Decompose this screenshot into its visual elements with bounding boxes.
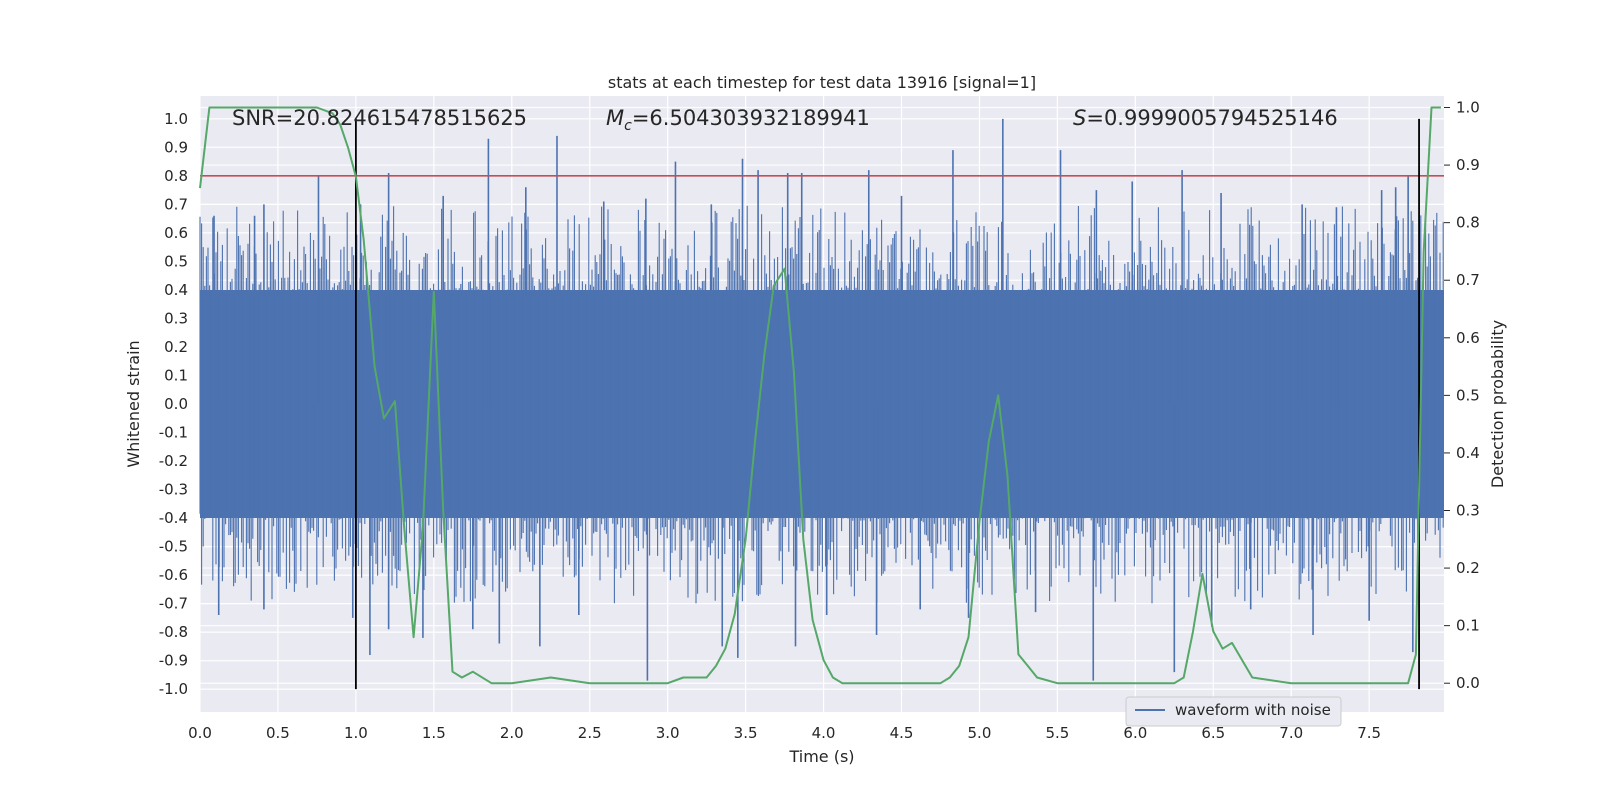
y-tick-label: -0.5	[159, 538, 188, 556]
x-tick-label: 7.5	[1357, 724, 1381, 742]
y2-tick-label: 0.1	[1456, 617, 1480, 635]
y-tick-label: -0.4	[159, 509, 188, 527]
legend-label: waveform with noise	[1175, 701, 1331, 719]
score-annotation: S=0.9999005794525146	[1073, 106, 1338, 130]
y-tick-label: 0.1	[164, 366, 188, 384]
y-tick-label: 0.6	[164, 224, 188, 242]
x-tick-label: 2.0	[500, 724, 524, 742]
y2-tick-label: 0.8	[1456, 214, 1480, 232]
x-tick-label: 0.0	[188, 724, 212, 742]
y2-ticks: 0.0 0.1 0.2 0.3 0.4 0.5 0.6 0.7 0.8 0.9 1.0	[1444, 99, 1480, 692]
snr-annotation: SNR=20.824615478515625	[232, 106, 527, 130]
y-tick-label: -1.0	[159, 680, 188, 698]
chirp-mass-annotation: Mc=6.504303932189941	[606, 106, 870, 134]
y-tick-label: -0.9	[159, 652, 188, 670]
y-tick-label: 0.5	[164, 252, 188, 270]
y-tick-label: -0.3	[159, 481, 188, 499]
legend: waveform with noise	[1125, 696, 1342, 727]
y-tick-label: 0.9	[164, 138, 188, 156]
y-tick-label: 1.0	[164, 110, 188, 128]
x-tick-label: 3.0	[656, 724, 680, 742]
y2-axis-label: Detection probability	[1488, 320, 1507, 488]
y-tick-label: -0.1	[159, 424, 188, 442]
y-tick-label: -0.7	[159, 595, 188, 613]
y-tick-label: 0.8	[164, 167, 188, 185]
x-tick-label: 1.5	[422, 724, 446, 742]
y2-tick-label: 0.3	[1456, 502, 1480, 520]
y-tick-label: -0.6	[159, 566, 188, 584]
y2-tick-label: 0.7	[1456, 271, 1480, 289]
x-tick-label: 7.0	[1279, 724, 1303, 742]
y-tick-label: 0.0	[164, 395, 188, 413]
x-tick-label: 2.5	[578, 724, 602, 742]
y2-tick-label: 0.5	[1456, 386, 1480, 404]
x-tick-label: 0.5	[266, 724, 290, 742]
legend-box	[1125, 696, 1342, 727]
y-ticks: -1.0 -0.9 -0.8 -0.7 -0.6 -0.5 -0.4 -0.3 -0.2 -0.1…	[159, 110, 188, 698]
marker-lines	[354, 118, 1420, 690]
x-tick-label: 4.0	[812, 724, 836, 742]
waveform-series	[199, 118, 1444, 681]
score-value: =0.9999005794525146	[1086, 106, 1337, 130]
x-tick-label: 6.5	[1201, 724, 1225, 742]
y2-tick-label: 1.0	[1456, 99, 1480, 117]
chart-title: stats at each timestep for test data 139…	[608, 73, 1036, 92]
x-axis-label: Time (s)	[788, 747, 854, 766]
y2-tick-label: 0.6	[1456, 329, 1480, 347]
x-ticks: 0.0 0.5 1.0 1.5 2.0 2.5 3.0 3.5 4.0 4.5 5.0 5.5 6.0 6…	[188, 724, 1381, 742]
y-tick-label: -0.2	[159, 452, 188, 470]
x-tick-label: 5.0	[968, 724, 992, 742]
x-tick-label: 3.5	[734, 724, 758, 742]
x-tick-label: 1.0	[344, 724, 368, 742]
y2-tick-label: 0.0	[1456, 674, 1480, 692]
score-symbol: S	[1073, 106, 1086, 130]
x-tick-label: 6.0	[1123, 724, 1147, 742]
chirp-mass-subscript: c	[624, 118, 632, 134]
y-tick-label: 0.3	[164, 309, 188, 327]
plot-area	[199, 106, 1444, 690]
y2-tick-label: 0.2	[1456, 559, 1480, 577]
y2-tick-label: 0.9	[1456, 156, 1480, 174]
chirp-mass-value: =6.504303932189941	[632, 106, 870, 130]
y-tick-label: 0.4	[164, 281, 188, 299]
y-tick-label: 0.2	[164, 338, 188, 356]
y-axis-label: Whitened strain	[124, 340, 143, 467]
x-tick-label: 4.5	[890, 724, 914, 742]
chirp-mass-symbol: M	[606, 106, 624, 130]
detection-probability-line	[199, 106, 1441, 685]
y2-tick-label: 0.4	[1456, 444, 1480, 462]
waveform-noise-texture	[199, 205, 1444, 604]
y-tick-label: -0.8	[159, 623, 188, 641]
y-tick-label: 0.7	[164, 195, 188, 213]
x-tick-label: 5.5	[1045, 724, 1069, 742]
